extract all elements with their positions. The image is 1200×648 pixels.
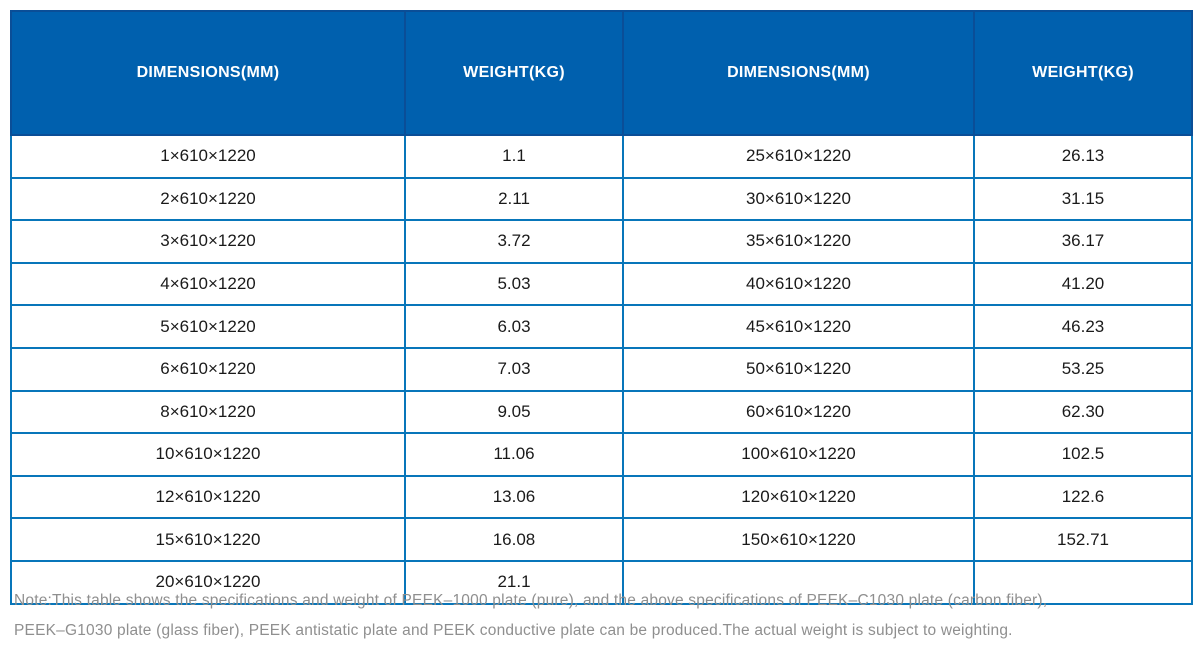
table-row: 10×610×1220 11.06 100×610×1220 102.5 [10,432,1193,477]
weight-cell: 62.30 [973,389,1193,435]
dimensions-cell: 4×610×1220 [10,261,406,307]
weight-cell: 2.11 [404,176,624,222]
weight-cell: 53.25 [973,346,1193,392]
note-text: Note:This table shows the specifications… [14,586,1194,646]
note-text-line2: PEEK–G1030 plate (glass fiber), PEEK ant… [14,622,1013,639]
weight-cell: 31.15 [973,176,1193,222]
spec-table: DIMENSIONS(MM) WEIGHT(KG) DIMENSIONS(MM) WE… [10,10,1193,605]
table-row: 1×610×1220 1.1 25×610×1220 26.13 [10,134,1193,179]
weight-cell: 16.08 [404,517,624,562]
weight-cell: 3.72 [404,219,624,264]
table-row: 15×610×1220 16.08 150×610×1220 152.71 [10,517,1193,562]
dimensions-cell: 10×610×1220 [10,432,406,477]
weight-cell: 6.03 [404,304,624,349]
weight-column-header: WEIGHT(KG) [404,10,624,136]
weight-cell: 5.03 [404,261,624,307]
weight-cell: 122.6 [973,474,1193,520]
table-row: 4×610×1220 5.03 40×610×1220 41.20 [10,261,1193,307]
dimensions-cell: 60×610×1220 [622,389,975,435]
weight-cell: 46.23 [973,304,1193,349]
dimensions-cell: 35×610×1220 [622,219,975,264]
dimensions-cell: 40×610×1220 [622,261,975,307]
weight-cell: 1.1 [404,134,624,179]
table-row: 12×610×1220 13.06 120×610×1220 122.6 [10,474,1193,520]
table-body: 1×610×1220 1.1 25×610×1220 26.13 2×610×1220 2… [10,134,1193,605]
weight-column-header: WEIGHT(KG) [973,10,1193,136]
dimensions-cell: 1×610×1220 [10,134,406,179]
table-row: 2×610×1220 2.11 30×610×1220 31.15 [10,176,1193,222]
dimensions-cell: 30×610×1220 [622,176,975,222]
weight-cell: 26.13 [973,134,1193,179]
dimensions-cell: 120×610×1220 [622,474,975,520]
dimensions-cell: 8×610×1220 [10,389,406,435]
dimensions-cell: 150×610×1220 [622,517,975,562]
dimensions-cell [622,559,975,605]
header-row: DIMENSIONS(MM) WEIGHT(KG) DIMENSIONS(MM) WE… [10,10,1193,136]
table-row: 20×610×1220 21.1 [10,559,1193,605]
dimensions-cell: 2×610×1220 [10,176,406,222]
weight-cell: 41.20 [973,261,1193,307]
dimensions-cell: 50×610×1220 [622,346,975,392]
table-row: 6×610×1220 7.03 50×610×1220 53.25 [10,346,1193,392]
dimensions-cell: 5×610×1220 [10,304,406,349]
dimensions-cell: 6×610×1220 [10,346,406,392]
dimensions-cell: 12×610×1220 [10,474,406,520]
dimensions-cell: 3×610×1220 [10,219,406,264]
weight-cell: 9.05 [404,389,624,435]
weight-cell: 21.1 [404,559,624,605]
table-row: 3×610×1220 3.72 35×610×1220 36.17 [10,219,1193,264]
dimensions-cell: 45×610×1220 [622,304,975,349]
table-head: DIMENSIONS(MM) WEIGHT(KG) DIMENSIONS(MM) WE… [10,10,1193,136]
table-row: 8×610×1220 9.05 60×610×1220 62.30 [10,389,1193,435]
weight-cell: 11.06 [404,432,624,477]
dimensions-cell: 20×610×1220 [10,559,406,605]
note-text-line1: Note:This table shows the specifications… [14,592,1048,609]
dimensions-cell: 25×610×1220 [622,134,975,179]
dimensions-column-header: DIMENSIONS(MM) [622,10,975,136]
weight-cell: 36.17 [973,219,1193,264]
weight-cell [973,559,1193,605]
table-row: 5×610×1220 6.03 45×610×1220 46.23 [10,304,1193,349]
dimensions-column-header: DIMENSIONS(MM) [10,10,406,136]
weight-cell: 7.03 [404,346,624,392]
weight-cell: 102.5 [973,432,1193,477]
dimensions-cell: 15×610×1220 [10,517,406,562]
weight-cell: 13.06 [404,474,624,520]
weight-cell: 152.71 [973,517,1193,562]
dimensions-cell: 100×610×1220 [622,432,975,477]
